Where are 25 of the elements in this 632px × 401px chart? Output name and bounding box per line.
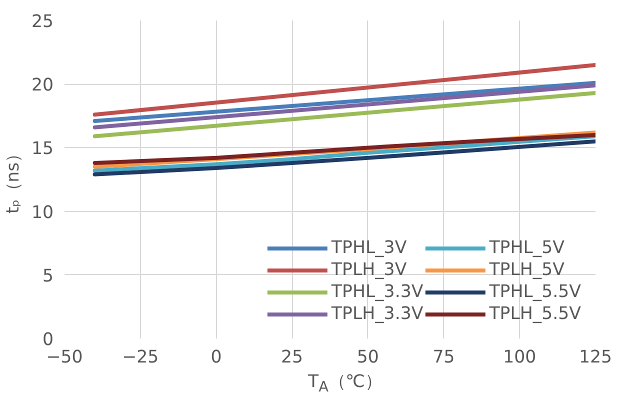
line-series	[92, 139, 596, 176]
legend-label: TPLH_3V	[331, 260, 407, 280]
x-tick-label: 25	[281, 348, 304, 368]
legend-label: TPHL_3.3V	[331, 282, 424, 302]
y-tick-label: 25	[31, 12, 54, 32]
x-tick-label: 125	[578, 348, 612, 368]
x-tick-label: 0	[210, 348, 222, 368]
x-tick-label: 50	[356, 348, 379, 368]
y-tick-label: 20	[31, 76, 54, 96]
x-axis-title: T$_{A}$（℃）	[308, 371, 382, 398]
legend-label: TPLH_5.5V	[489, 304, 581, 324]
y-tick-label: 10	[31, 202, 54, 223]
legend-label: TPHL_5V	[489, 238, 564, 258]
legend-label: TPLH_3.3V	[331, 304, 424, 324]
x-tick-label: 100	[503, 348, 536, 368]
y-tick-label: 0	[42, 330, 54, 350]
x-tick-label: −50	[46, 348, 83, 368]
y-tick-label: 15	[31, 139, 54, 160]
legend-label: TPHL_5.5V	[489, 282, 581, 302]
y-axis-title: tₚ（ns）	[3, 145, 24, 214]
x-tick-label: 75	[432, 348, 455, 368]
x-tick-label: −25	[122, 348, 159, 368]
y-tick-label: 5	[42, 266, 54, 286]
legend-label: TPLH_5V	[489, 260, 564, 280]
legend-label: TPHL_3V	[331, 238, 407, 258]
